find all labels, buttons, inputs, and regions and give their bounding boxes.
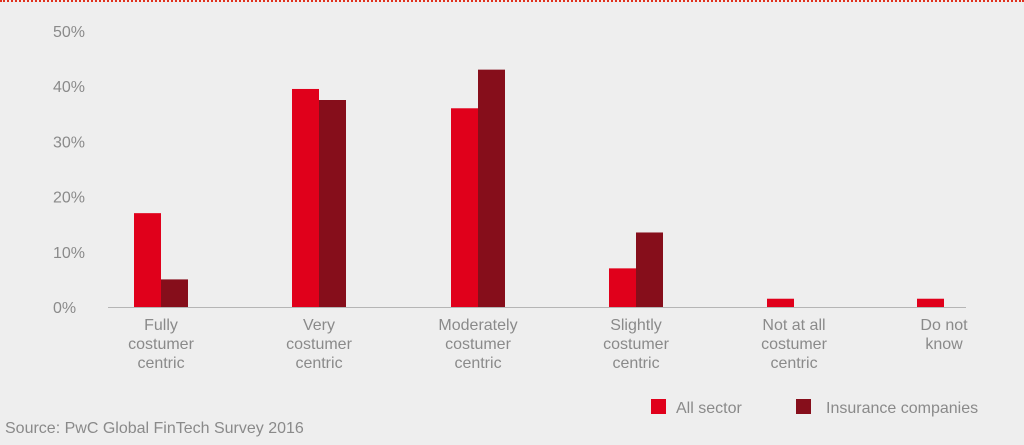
source-note: Source: PwC Global FinTech Survey 2016 — [5, 420, 304, 437]
legend-label: All sector — [676, 400, 742, 417]
bar-all-sector — [609, 268, 636, 307]
y-tick-label: 40% — [53, 79, 85, 96]
x-axis-categories: Fully costumer centric Very costumer centric M… — [128, 317, 968, 372]
bar-all-sector — [767, 298, 794, 307]
bar-insurance-companies — [319, 100, 346, 307]
y-tick-label: 20% — [53, 190, 85, 207]
category-label: Not at all costumer centric — [761, 317, 827, 372]
category-label: Fully costumer centric — [128, 317, 194, 372]
category-label: Very costumer centric — [286, 317, 352, 372]
y-axis-ticks: 0% 10% 20% 30% 40% 50% — [53, 24, 85, 317]
legend-swatch — [796, 399, 811, 414]
legend-swatch — [651, 399, 666, 414]
y-tick-label: 10% — [53, 245, 85, 262]
y-tick-label: 30% — [53, 134, 85, 151]
bar-insurance-companies — [478, 69, 505, 307]
bar-insurance-companies — [636, 232, 663, 307]
bar-all-sector — [917, 298, 944, 307]
legend: All sector Insurance companies — [651, 399, 978, 417]
bars-group — [134, 69, 944, 308]
bar-all-sector — [451, 108, 478, 307]
legend-label: Insurance companies — [826, 400, 978, 417]
category-label: Do not know — [920, 317, 968, 353]
top-dotted-rule — [0, 0, 1024, 2]
y-tick-label: 50% — [53, 24, 85, 41]
category-label: Slightly costumer centric — [603, 317, 669, 372]
bar-chart: 0% 10% 20% 30% 40% 50% Fully costumer centric Ve… — [53, 24, 978, 417]
y-tick-label: 0% — [53, 300, 76, 317]
category-label: Moderately costumer centric — [438, 317, 517, 372]
bar-all-sector — [292, 88, 319, 308]
bar-all-sector — [134, 213, 161, 307]
bar-insurance-companies — [161, 279, 188, 307]
